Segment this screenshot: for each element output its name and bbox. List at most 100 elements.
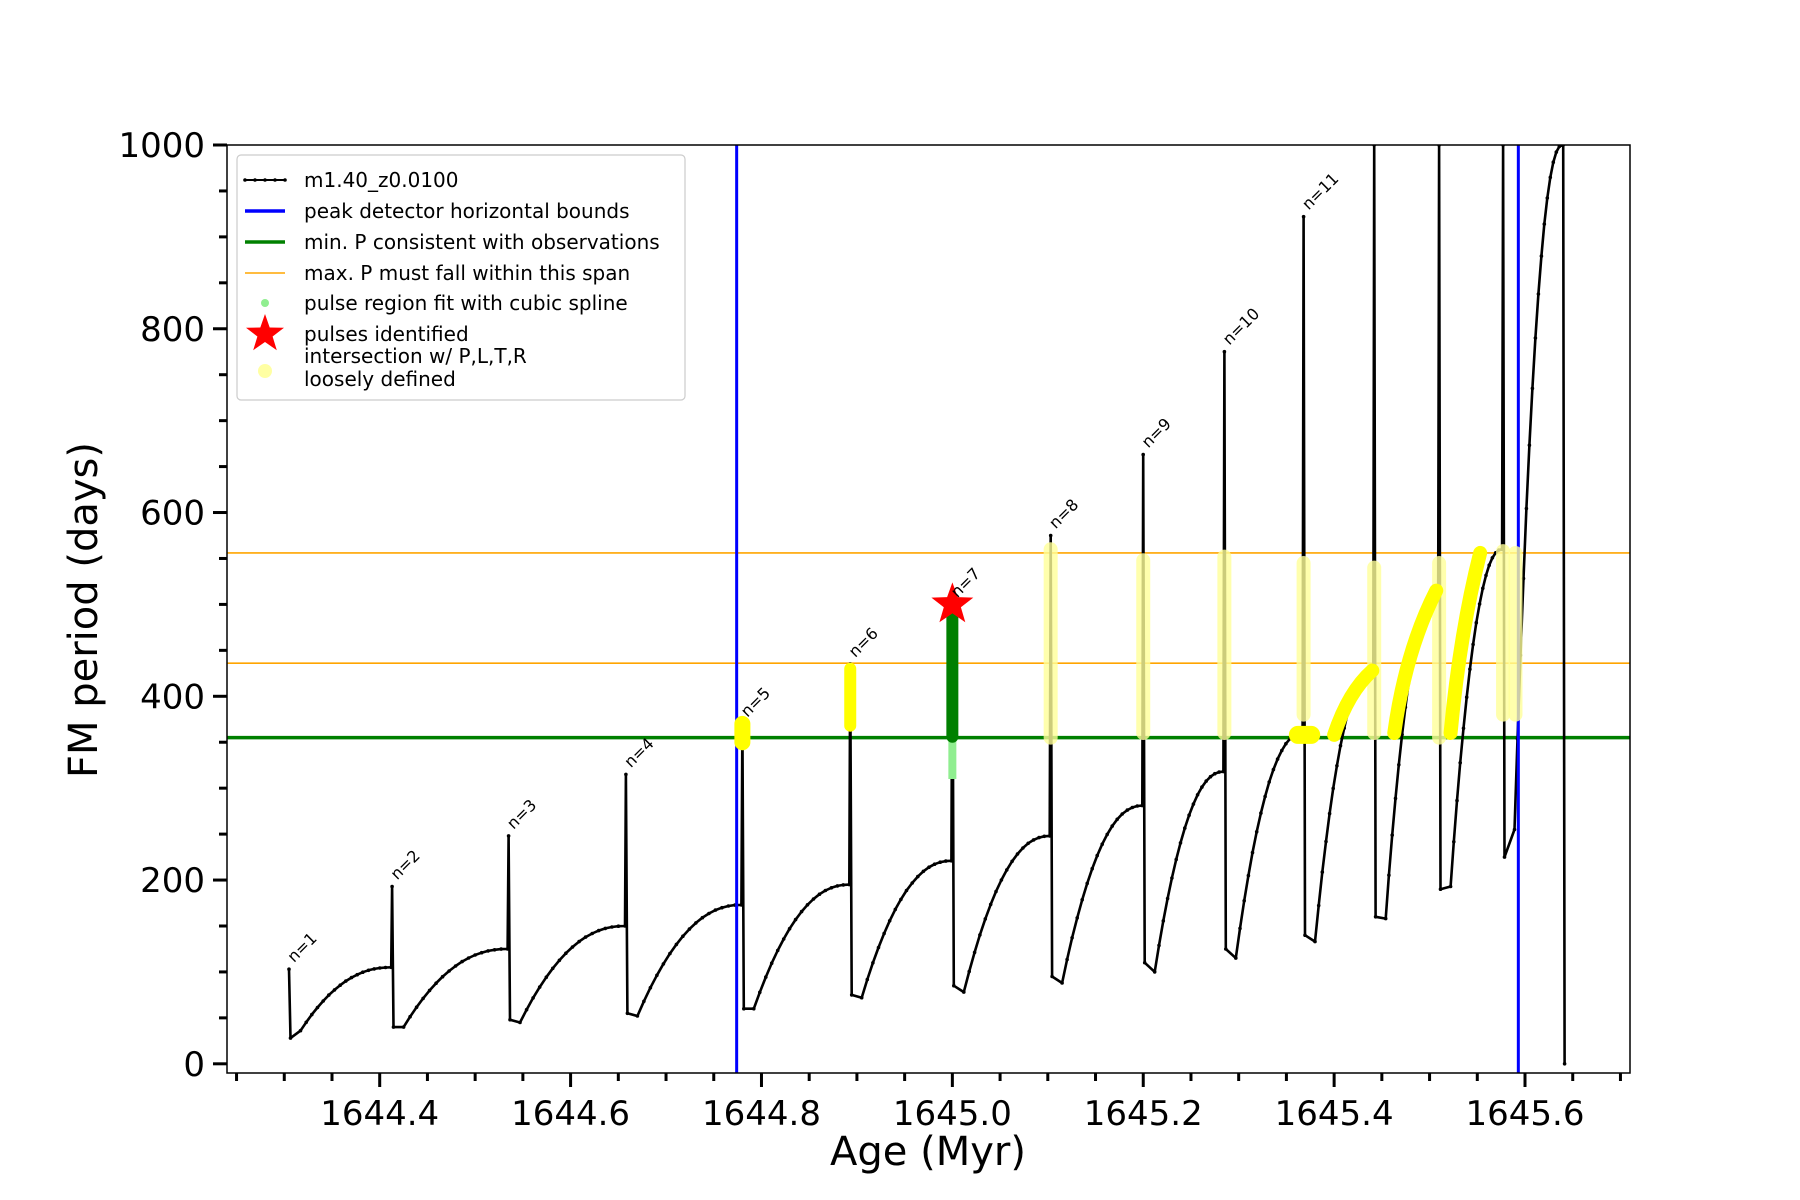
series-point-34 [486, 949, 490, 953]
series-point-7 [327, 993, 331, 997]
series-point-77 [742, 1006, 746, 1011]
series-point-160 [1178, 841, 1183, 845]
legend-label: min. P consistent with observations [304, 230, 660, 254]
series-point-139 [1080, 898, 1084, 902]
series-point-136 [1065, 957, 1069, 962]
y-axis-title: FM period (days) [61, 442, 107, 778]
series-point-131 [1042, 834, 1047, 839]
series-point-57 [624, 772, 628, 777]
series-point-21 [401, 1025, 406, 1029]
series-point-30 [460, 959, 464, 964]
legend-label: pulses identified [304, 322, 469, 346]
series-point-84 [787, 926, 792, 931]
series-point-26 [434, 981, 438, 985]
series-point-236 [1468, 667, 1472, 671]
series-point-9 [338, 983, 343, 987]
y-tick-label-5: 1000 [118, 126, 205, 166]
series-point-212 [1387, 873, 1391, 877]
series-point-185 [1284, 741, 1288, 746]
series-point-248 [1502, 855, 1507, 859]
series-point-67 [687, 927, 692, 931]
series-point-234 [1461, 726, 1466, 731]
series-point-128 [1026, 841, 1030, 846]
series-point-256 [1533, 336, 1538, 340]
series-point-117 [967, 969, 971, 974]
series-point-73 [726, 904, 731, 908]
series-point-147 [1120, 812, 1124, 816]
x-tick-label-2: 1644.8 [702, 1094, 821, 1134]
series-point-133 [1048, 533, 1053, 538]
series-point-66 [681, 934, 685, 938]
series-point-48 [570, 945, 575, 949]
series-point-17 [383, 965, 388, 970]
series-point-257 [1536, 292, 1541, 296]
series-point-135 [1060, 981, 1064, 985]
series-point-183 [1275, 757, 1280, 761]
series-point-90 [823, 888, 828, 893]
series-point-59 [635, 1014, 640, 1018]
series-point-157 [1165, 896, 1170, 901]
series-point-231 [1452, 840, 1456, 844]
series-point-92 [835, 884, 840, 888]
series-point-229 [1438, 887, 1443, 891]
series-point-75 [739, 903, 744, 907]
series-point-254 [1527, 443, 1532, 448]
series-point-22 [408, 1014, 412, 1019]
y-tick-label-2: 400 [140, 677, 205, 717]
series-point-37 [505, 947, 510, 951]
series-point-235 [1464, 695, 1469, 699]
series-point-41 [524, 1007, 529, 1012]
plot-frame [226, 144, 1631, 1074]
series-point-70 [707, 911, 711, 916]
series-point-31 [466, 956, 471, 960]
series-point-190 [1301, 214, 1306, 219]
axis-ticks: 1644.4 1644.6 1644.8 1645.0 1645.2 1645.4 1645… [118, 126, 1622, 1134]
legend-label: max. P must fall within this span [304, 261, 630, 285]
x-tick-label-3: 1645.0 [893, 1094, 1012, 1134]
legend-entry-2: peak detector horizontal bounds [245, 199, 630, 223]
series-point-177 [1250, 850, 1255, 855]
series-point-28 [447, 969, 451, 973]
series-point-107 [916, 874, 920, 879]
series-point-174 [1238, 926, 1242, 931]
series-point-132 [1047, 834, 1052, 838]
series-point-6 [321, 999, 326, 1003]
y-tick-label-3: 600 [140, 494, 205, 534]
series-point-142 [1095, 853, 1099, 858]
series-point-192 [1313, 939, 1317, 944]
series-point-105 [904, 888, 909, 893]
series-point-210 [1373, 915, 1378, 919]
legend-label: peak detector horizontal bounds [304, 199, 630, 223]
series-point-166 [1204, 779, 1208, 783]
x-tick-label-1: 1644.6 [511, 1094, 630, 1134]
series-point-89 [817, 892, 822, 896]
legend-marker-icon-3 [273, 178, 277, 182]
series-point-82 [775, 948, 780, 953]
series-point-158 [1170, 876, 1174, 880]
series-point-264 [1557, 145, 1562, 149]
series-point-96 [849, 993, 854, 997]
series-point-156 [1161, 919, 1166, 923]
series-point-164 [1195, 793, 1200, 797]
series-point-241 [1484, 573, 1488, 578]
series-point-0 [287, 967, 291, 971]
series-point-237 [1471, 642, 1475, 647]
series-point-110 [932, 862, 937, 866]
series-point-260 [1545, 196, 1550, 200]
series-point-262 [1551, 160, 1556, 164]
legend-label-line-1: intersection w/ P,L,T,R [304, 344, 527, 368]
series-point-80 [764, 975, 768, 979]
series-point-134 [1050, 974, 1054, 979]
series-point-109 [927, 865, 931, 869]
series-point-253 [1524, 506, 1529, 511]
series-point-242 [1487, 563, 1491, 567]
legend-marker-icon-1 [253, 178, 257, 182]
series-point-127 [1021, 846, 1025, 850]
series-point-152 [1141, 452, 1145, 457]
series-point-213 [1390, 833, 1394, 837]
series-point-11 [349, 975, 354, 980]
series-point-196 [1327, 811, 1332, 816]
legend-entry-3: min. P consistent with observations [245, 230, 660, 254]
series-point-162 [1187, 813, 1191, 817]
